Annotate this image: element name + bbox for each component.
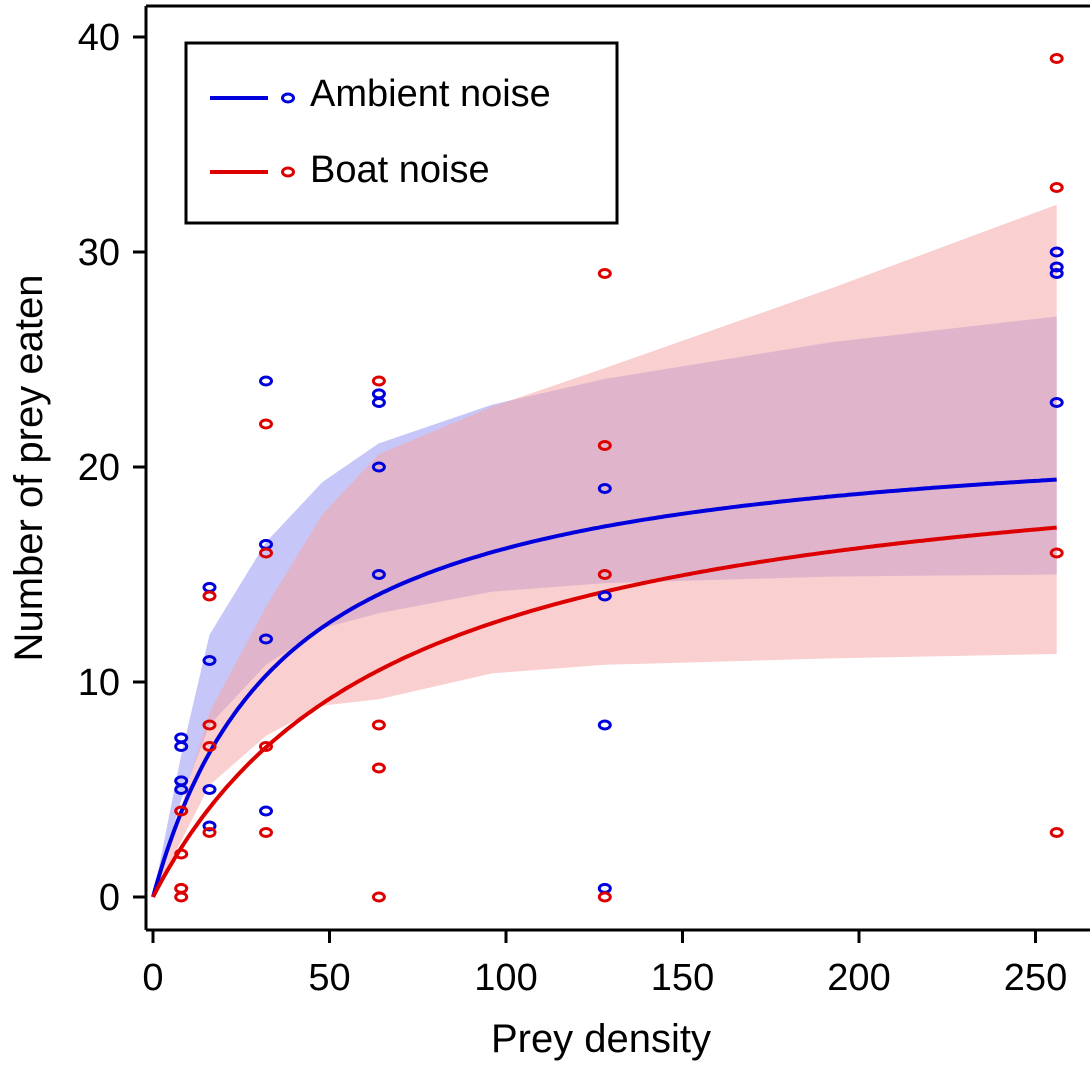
data-point-ambient [259, 633, 273, 645]
data-point-ambient [202, 581, 217, 593]
data-point-boat [202, 827, 217, 838]
data-point-boat [597, 440, 612, 451]
data-point-boat [202, 590, 217, 602]
data-point-boat [1049, 547, 1064, 559]
data-point-ambient [1049, 268, 1064, 279]
data-point-ambient [174, 732, 189, 744]
data-point-boat [259, 547, 273, 559]
data-point-boat [174, 805, 189, 817]
data-point-boat [371, 719, 386, 731]
data-point-boat [371, 762, 386, 774]
x-tick-label: 0 [142, 957, 163, 999]
data-point-ambient [259, 375, 273, 387]
y-tick-label: 40 [78, 17, 120, 59]
data-point-ambient [597, 882, 612, 894]
y-tick-label: 30 [78, 232, 120, 274]
y-axis-label: Number of prey eaten [7, 275, 51, 662]
data-point-ambient [1049, 397, 1064, 408]
data-point-ambient [371, 569, 386, 580]
x-tick-label: 50 [308, 957, 350, 999]
legend: Ambient noise Boat noise [184, 41, 619, 225]
data-points [174, 53, 1064, 903]
data-point-boat [259, 418, 273, 430]
data-point-ambient [259, 805, 273, 817]
legend-label-ambient: Ambient noise [310, 73, 551, 115]
data-point-boat [174, 882, 189, 894]
data-point-boat [371, 891, 386, 903]
data-point-ambient [597, 719, 612, 731]
data-point-ambient [597, 590, 612, 602]
data-point-ambient [371, 388, 386, 400]
x-axis-label: Prey density [491, 1017, 711, 1061]
data-point-ambient [371, 461, 386, 473]
data-point-boat [597, 268, 612, 279]
y-tick-label: 0 [99, 877, 120, 919]
data-point-ambient [174, 741, 189, 752]
data-point-boat [202, 741, 217, 752]
data-point-ambient [371, 397, 386, 408]
x-tick-label: 100 [474, 957, 537, 999]
data-point-boat [259, 741, 273, 752]
x-tick-label: 250 [1004, 957, 1067, 999]
data-point-ambient [202, 784, 217, 795]
data-point-boat [597, 569, 612, 580]
y-axis-ticks: 0 10 20 30 40 [78, 17, 146, 919]
legend-label-boat: Boat noise [310, 149, 490, 191]
data-point-boat [597, 891, 612, 903]
data-point-boat [371, 375, 386, 387]
data-point-boat [1049, 182, 1064, 193]
data-point-boat [202, 719, 217, 731]
x-tick-label: 150 [651, 957, 714, 999]
data-point-boat [259, 827, 273, 838]
x-tick-label: 200 [827, 957, 890, 999]
legend-marker-ambient [281, 92, 295, 104]
data-point-boat [174, 891, 189, 903]
x-axis-ticks: 0 50 100 150 200 250 [142, 930, 1067, 999]
data-point-boat [1049, 53, 1064, 64]
data-point-boat [174, 848, 189, 860]
fit-curve-ambient [151, 477, 1057, 898]
legend-marker-boat [281, 166, 295, 178]
data-point-ambient [202, 655, 217, 666]
y-tick-label: 20 [78, 447, 120, 489]
data-point-ambient [1049, 246, 1064, 258]
y-tick-label: 10 [78, 662, 120, 704]
data-point-boat [1049, 827, 1064, 838]
data-point-ambient [597, 483, 612, 494]
confidence-bands [153, 204, 1057, 897]
data-point-ambient [174, 784, 189, 795]
confidence-band-boat [153, 204, 1057, 897]
legend-box [184, 41, 619, 225]
